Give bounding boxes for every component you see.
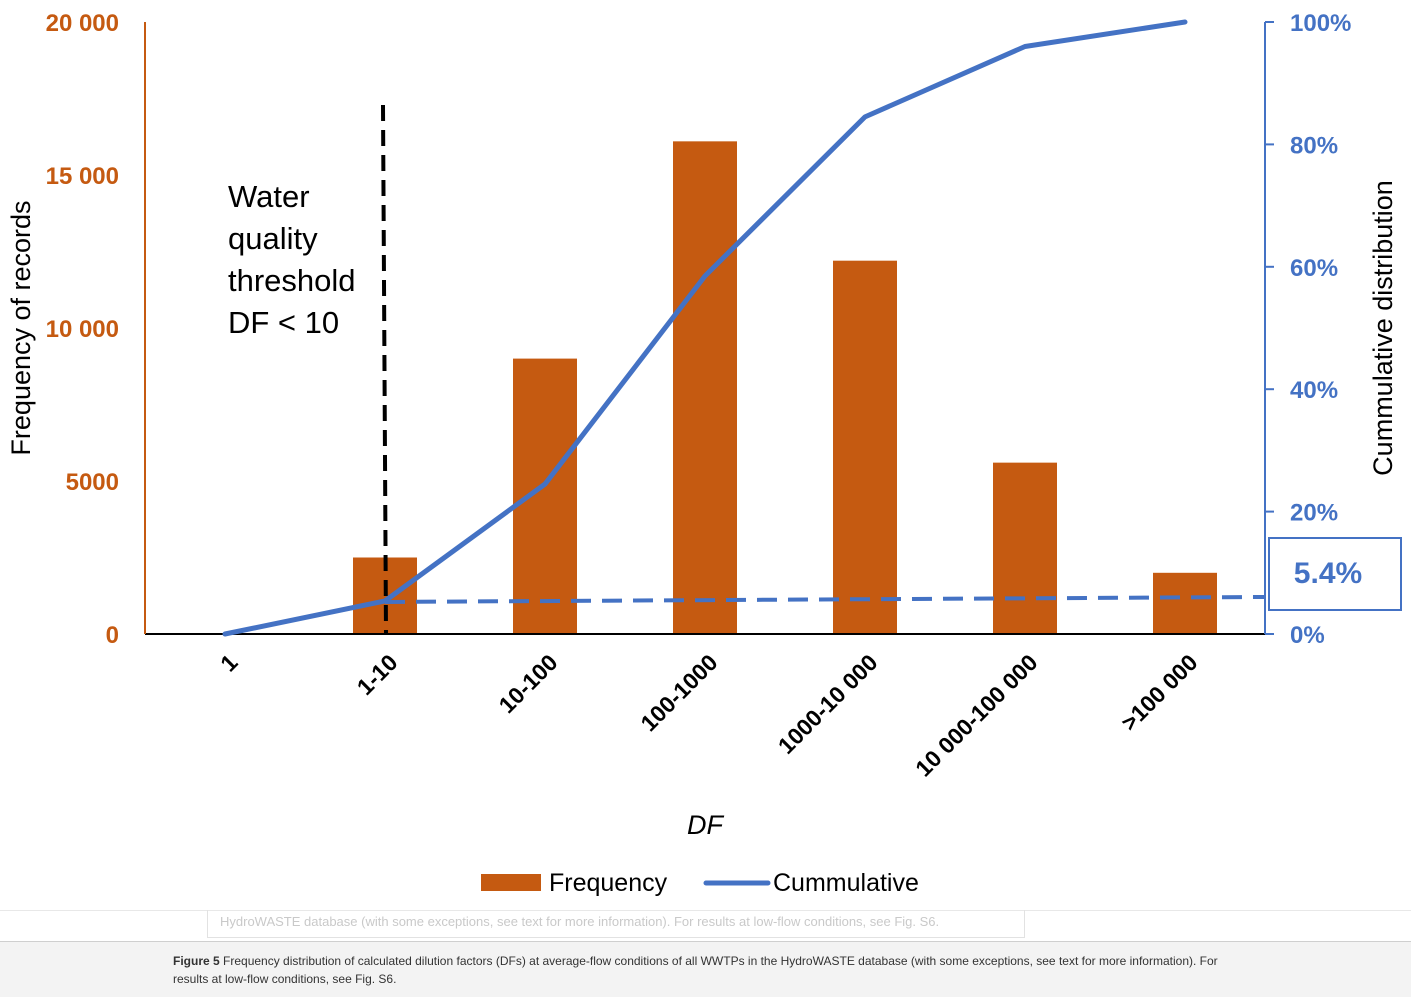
figure-caption-text: Frequency distribution of calculated dil… (173, 954, 1218, 986)
bar-100-1000 (673, 141, 737, 634)
callout-box (1268, 537, 1402, 611)
legend-frequency-label: Frequency (549, 869, 668, 897)
threshold-annotation-line: threshold (228, 263, 356, 298)
callout-dashed-line (384, 594, 1266, 604)
caption-ghost-rule (0, 910, 1411, 911)
bar-1000-10-000 (833, 260, 897, 634)
threshold-annotation-line: DF < 10 (228, 305, 339, 340)
callout-label: 5.4% (1294, 557, 1362, 590)
axes-layer (144, 21, 1274, 635)
y-left-axis-title: Frequency of records (6, 200, 36, 455)
y-right-tick-label: 20% (1290, 500, 1338, 527)
chart: 0 5000 10 000 15 000 20 000 0% 20% 40% 60% 80% 100… (6, 10, 1402, 897)
legend-cummulative-label: Cummulative (773, 869, 919, 897)
bars-layer (353, 141, 1217, 634)
y-right-tick-label: 0% (1290, 622, 1325, 649)
legend-frequency-swatch (481, 874, 541, 891)
threshold-annotation-line: Water (228, 179, 310, 214)
x-tick-label: 100-1000 (635, 649, 722, 736)
y-left-tick-label: 15 000 (46, 163, 119, 190)
x-axis-title: DF (687, 810, 724, 840)
figure-label: Figure 5 (173, 954, 220, 968)
x-tick-label: 1-10 (352, 649, 403, 700)
figure-caption-panel: Figure 5 Frequency distribution of calcu… (0, 941, 1411, 997)
y-right-tick-label: 60% (1290, 255, 1338, 282)
x-tick-label: >100 000 (1116, 649, 1203, 736)
y-left-tick-label: 20 000 (46, 10, 119, 37)
y-left-tick-label: 0 (106, 622, 119, 649)
y-right-axis-title: Cummulative distribution (1368, 180, 1398, 476)
threshold-dashed-line (381, 104, 388, 635)
lines-layer (222, 19, 1266, 637)
x-tick-label: 1000-10 000 (773, 649, 883, 759)
bar-10-100 (513, 358, 577, 634)
figure-caption: Figure 5 Frequency distribution of calcu… (173, 952, 1253, 988)
x-tick-label: 10 000-100 000 (910, 649, 1042, 781)
y-left-tick-label: 10 000 (46, 316, 119, 343)
y-right-tick-label: 40% (1290, 377, 1338, 404)
bar-10-000-100-000 (993, 462, 1057, 634)
caption-ghost-text: HydroWASTE database (with some exception… (207, 910, 1025, 938)
x-tick-label: 1 (215, 649, 243, 677)
bar-100-000 (1153, 572, 1217, 634)
y-right-tick-label: 100% (1290, 10, 1351, 37)
threshold-annotation-line: quality (228, 221, 318, 256)
y-left-tick-label: 5000 (66, 469, 119, 496)
y-right-tick-label: 80% (1290, 132, 1338, 159)
x-tick-label: 10-100 (494, 649, 563, 718)
